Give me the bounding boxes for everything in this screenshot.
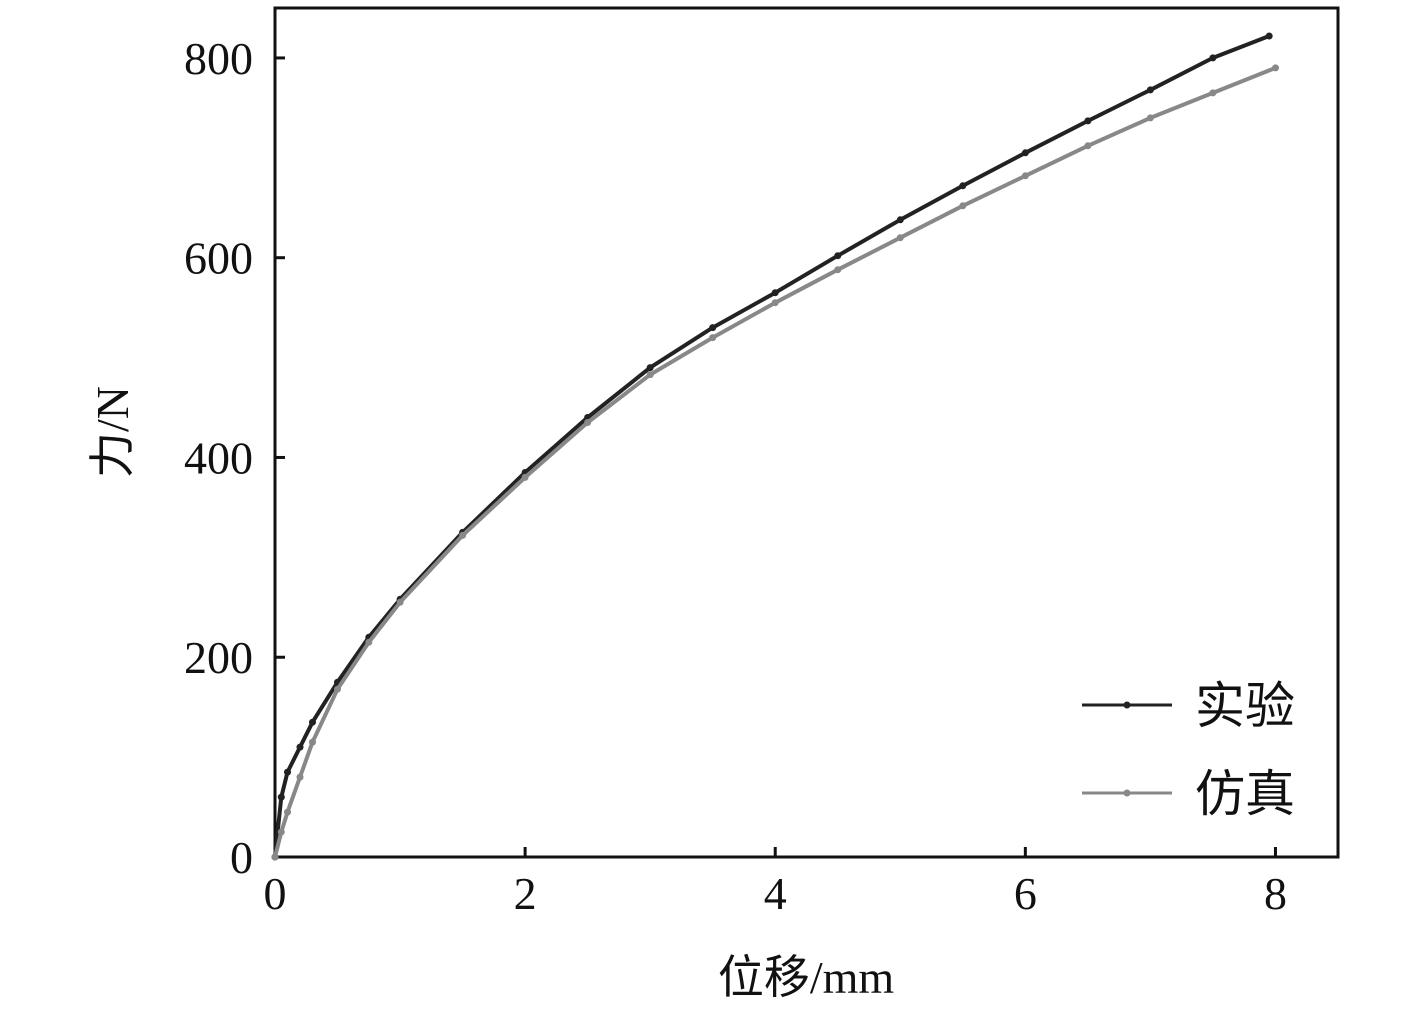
- data-point-experiment: [834, 252, 842, 260]
- data-point-simulation: [396, 598, 404, 606]
- data-point-simulation: [646, 371, 654, 379]
- y-tick-label: 200: [184, 632, 253, 683]
- x-tick-label: 2: [514, 868, 537, 919]
- data-point-simulation: [334, 685, 341, 693]
- legend-marker-experiment: [1123, 701, 1131, 709]
- series-line-simulation: [273, 65, 1278, 859]
- data-point-simulation: [1021, 172, 1029, 180]
- data-point-simulation: [959, 202, 967, 210]
- data-point-simulation: [1209, 89, 1217, 97]
- data-point-experiment: [296, 743, 304, 751]
- x-tick-label: 4: [764, 868, 787, 919]
- data-point-experiment: [1021, 149, 1029, 157]
- data-point-simulation: [309, 738, 316, 746]
- series-line-experiment: [273, 34, 1272, 859]
- data-point-simulation: [284, 808, 291, 816]
- data-point-experiment: [1209, 54, 1217, 62]
- y-tick-label: 800: [184, 33, 253, 84]
- data-point-experiment: [1084, 117, 1092, 125]
- y-axis-label: 力/N: [87, 386, 138, 478]
- data-point-simulation: [271, 853, 279, 861]
- data-point-simulation: [584, 419, 592, 426]
- data-point-simulation: [277, 828, 285, 836]
- series-group: [271, 32, 1279, 861]
- data-point-experiment: [1265, 32, 1273, 40]
- data-point-experiment: [277, 793, 285, 801]
- y-tick-label: 600: [184, 233, 253, 284]
- data-point-simulation: [1084, 142, 1092, 150]
- legend-label-simulation: 仿真: [1195, 766, 1295, 822]
- x-tick-label: 6: [1014, 868, 1037, 919]
- data-point-simulation: [365, 638, 373, 646]
- data-point-simulation: [1272, 64, 1279, 72]
- x-tick-label: 8: [1264, 868, 1287, 919]
- data-point-experiment: [959, 182, 967, 190]
- y-tick-label: 400: [184, 432, 253, 483]
- plot-frame: [273, 6, 1340, 859]
- data-point-simulation: [709, 334, 717, 342]
- data-point-simulation: [459, 531, 467, 539]
- data-point-experiment: [1146, 86, 1154, 94]
- data-point-simulation: [896, 234, 904, 242]
- data-point-simulation: [771, 299, 779, 307]
- data-point-experiment: [284, 768, 291, 776]
- data-point-simulation: [296, 773, 304, 781]
- data-point-simulation: [521, 473, 529, 481]
- x-tick-label: 0: [264, 868, 287, 919]
- data-point-experiment: [771, 289, 779, 297]
- data-point-simulation: [834, 266, 842, 274]
- data-point-experiment: [646, 364, 654, 372]
- x-axis-label: 位移/mm: [718, 952, 895, 1003]
- data-point-simulation: [1146, 114, 1154, 122]
- legend-label-experiment: 实验: [1195, 678, 1295, 734]
- legend-marker-simulation: [1123, 789, 1131, 797]
- legend: 实验 仿真: [1082, 678, 1295, 822]
- data-point-experiment: [709, 324, 717, 332]
- data-point-experiment: [896, 216, 904, 224]
- y-tick-label: 0: [230, 832, 253, 883]
- data-point-experiment: [309, 718, 316, 726]
- axis-ticks: 0 2 4 6 8 0 200 400 600 800: [184, 33, 1287, 919]
